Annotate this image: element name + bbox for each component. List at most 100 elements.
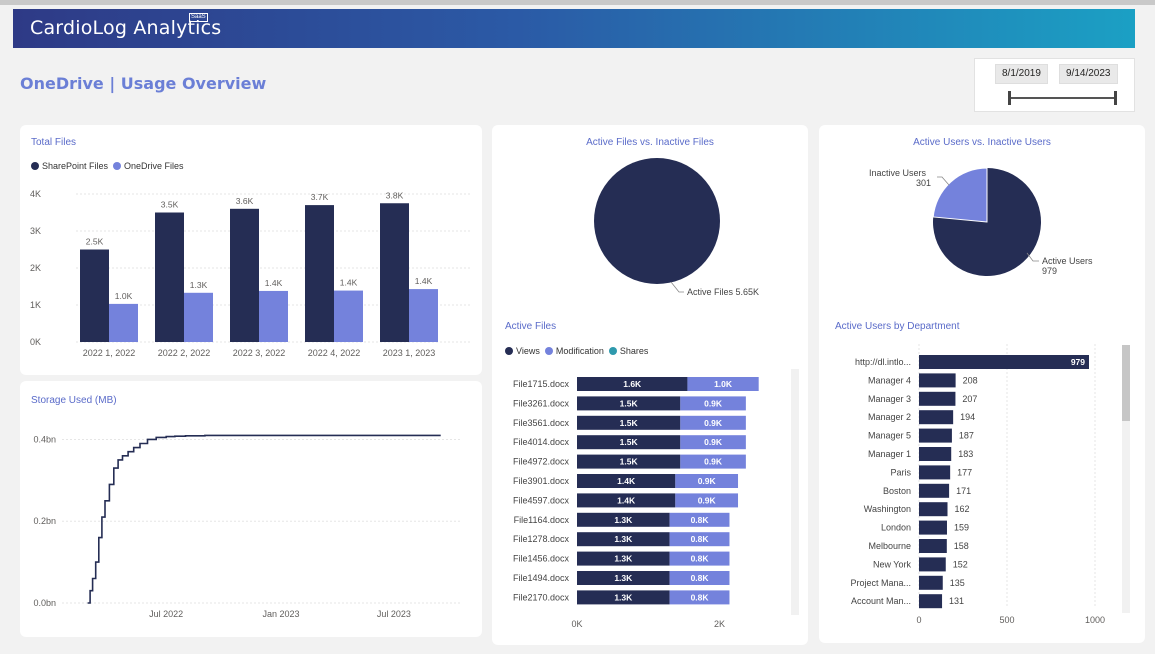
legend-dot bbox=[31, 162, 39, 170]
y-tick-label: New York bbox=[873, 559, 912, 569]
bar bbox=[184, 292, 213, 342]
bar-segment bbox=[680, 415, 746, 430]
y-tick-label: File3261.docx bbox=[513, 398, 570, 408]
data-label: 1.3K bbox=[614, 534, 633, 544]
bar-segment bbox=[680, 435, 746, 450]
data-label: 1.5K bbox=[620, 437, 639, 447]
bar-segment bbox=[669, 590, 730, 605]
data-label: 0.8K bbox=[691, 554, 710, 564]
active-files-card[interactable]: Active Files vs. Inactive Files Active F… bbox=[492, 125, 808, 645]
y-tick-label: Paris bbox=[890, 467, 911, 477]
x-tick-label: 2022 3, 2022 bbox=[233, 348, 286, 358]
date-range-track[interactable] bbox=[1010, 97, 1116, 99]
pie-label-inactive: Inactive Users bbox=[869, 168, 927, 178]
range-end-handle[interactable] bbox=[1114, 91, 1117, 105]
pie-slice-inactive-users bbox=[932, 167, 988, 223]
y-tick-label: File1456.docx bbox=[513, 554, 570, 564]
data-label: 194 bbox=[960, 412, 975, 422]
dept-scrollbar-thumb[interactable] bbox=[1122, 345, 1130, 421]
y-tick-label: File3901.docx bbox=[513, 476, 570, 486]
y-tick-label: 3K bbox=[30, 226, 41, 236]
x-tick-label: 2023 1, 2023 bbox=[383, 348, 436, 358]
data-label: 183 bbox=[958, 449, 973, 459]
bar bbox=[305, 205, 334, 342]
pie-label-active: Active Users bbox=[1042, 256, 1093, 266]
legend-views[interactable]: Views bbox=[505, 346, 540, 356]
data-label: 1.3K bbox=[614, 592, 633, 602]
active-files-pie: Active Files 5.65K bbox=[594, 158, 759, 297]
data-label: 158 bbox=[954, 541, 969, 551]
bar bbox=[919, 410, 954, 425]
y-tick-label: File3561.docx bbox=[513, 418, 570, 428]
y-tick-label: Manager 3 bbox=[868, 394, 911, 404]
storage-card[interactable]: Storage Used (MB) 0.0bn 0.2bn 0.4bn Jul 202… bbox=[20, 381, 482, 637]
bar bbox=[919, 520, 947, 535]
data-label: 135 bbox=[950, 578, 965, 588]
data-label: 1.3K bbox=[614, 515, 633, 525]
start-date-input[interactable]: 8/1/2019 bbox=[995, 64, 1048, 84]
legend-modification[interactable]: Modification bbox=[544, 346, 604, 356]
bar bbox=[919, 465, 951, 480]
y-tick-label: Manager 5 bbox=[868, 431, 911, 441]
total-files-chart: 0K 1K 2K 3K 4K 2.5K 1.0K 2022 1, 2022 3.5K 1.3K 20… bbox=[30, 189, 472, 358]
bar bbox=[919, 391, 956, 406]
bar-segment bbox=[680, 396, 746, 411]
legend-onedrive[interactable]: OneDrive Files bbox=[113, 161, 184, 171]
legend-dot bbox=[113, 162, 122, 170]
pie-slice-active-files bbox=[594, 158, 720, 284]
legend-sharepoint[interactable]: SharePoint Files bbox=[31, 161, 108, 171]
data-label: 0.9K bbox=[704, 457, 723, 467]
y-tick-label: 0K bbox=[30, 337, 41, 347]
bar bbox=[919, 502, 948, 517]
bar bbox=[919, 447, 952, 461]
bar-segment bbox=[577, 435, 681, 450]
range-start-handle[interactable] bbox=[1008, 91, 1011, 105]
date-range-slicer[interactable]: 8/1/2019 9/14/2023 bbox=[974, 58, 1135, 112]
bar bbox=[919, 539, 947, 553]
data-label: 171 bbox=[956, 486, 971, 496]
y-tick-label: Manager 2 bbox=[868, 412, 911, 422]
y-tick-label: Project Mana... bbox=[850, 578, 911, 588]
y-tick-label: File4014.docx bbox=[513, 437, 570, 447]
x-tick-label: 1000 bbox=[1085, 615, 1105, 625]
bar-segment bbox=[669, 512, 730, 527]
data-label: 1.4K bbox=[340, 278, 358, 288]
data-label: 131 bbox=[949, 596, 964, 606]
data-label: 1.5K bbox=[620, 418, 639, 428]
data-label: 1.4K bbox=[617, 476, 636, 486]
bar-segment bbox=[577, 415, 681, 430]
data-label: 1.4K bbox=[265, 278, 283, 288]
active-users-card[interactable]: Active Users vs. Inactive Users Inactive… bbox=[819, 125, 1145, 643]
legend-label: OneDrive Files bbox=[124, 161, 184, 171]
data-label: 0.9K bbox=[698, 476, 717, 486]
storage-line bbox=[87, 434, 441, 604]
legend-label: Views bbox=[516, 346, 540, 356]
y-tick-label: Melbourne bbox=[868, 541, 911, 551]
bar bbox=[919, 355, 1089, 369]
legend-shares[interactable]: Shares bbox=[608, 346, 648, 356]
y-tick-label: http://dl.intlo... bbox=[855, 357, 911, 367]
data-label: 1.3K bbox=[614, 554, 633, 564]
data-label: 1.5K bbox=[620, 457, 639, 467]
data-label: 2.5K bbox=[86, 237, 104, 247]
data-label: 1.3K bbox=[190, 280, 208, 290]
bar-segment bbox=[675, 493, 739, 508]
pie-value-inactive: 301 bbox=[916, 178, 931, 188]
data-label: 177 bbox=[957, 467, 972, 477]
active-files-scrollbar[interactable] bbox=[791, 369, 799, 615]
bar-segment bbox=[577, 377, 688, 391]
active-files-pie-title: Active Files vs. Inactive Files bbox=[586, 137, 714, 148]
legend-label: Modification bbox=[555, 346, 604, 356]
total-files-card[interactable]: Total Files SharePoint Files OneDrive Fi… bbox=[20, 125, 482, 375]
data-label: 1.6K bbox=[623, 379, 642, 389]
data-label: 3.7K bbox=[311, 192, 329, 202]
data-label: 187 bbox=[959, 431, 974, 441]
data-label: 3.8K bbox=[386, 190, 404, 200]
bar-segment bbox=[577, 474, 676, 488]
end-date-input[interactable]: 9/14/2023 bbox=[1059, 64, 1118, 84]
legend-label: SharePoint Files bbox=[42, 161, 109, 171]
x-tick-label: 500 bbox=[999, 615, 1014, 625]
dept-scrollbar[interactable] bbox=[1122, 345, 1130, 613]
y-tick-label: File4597.docx bbox=[513, 495, 570, 505]
